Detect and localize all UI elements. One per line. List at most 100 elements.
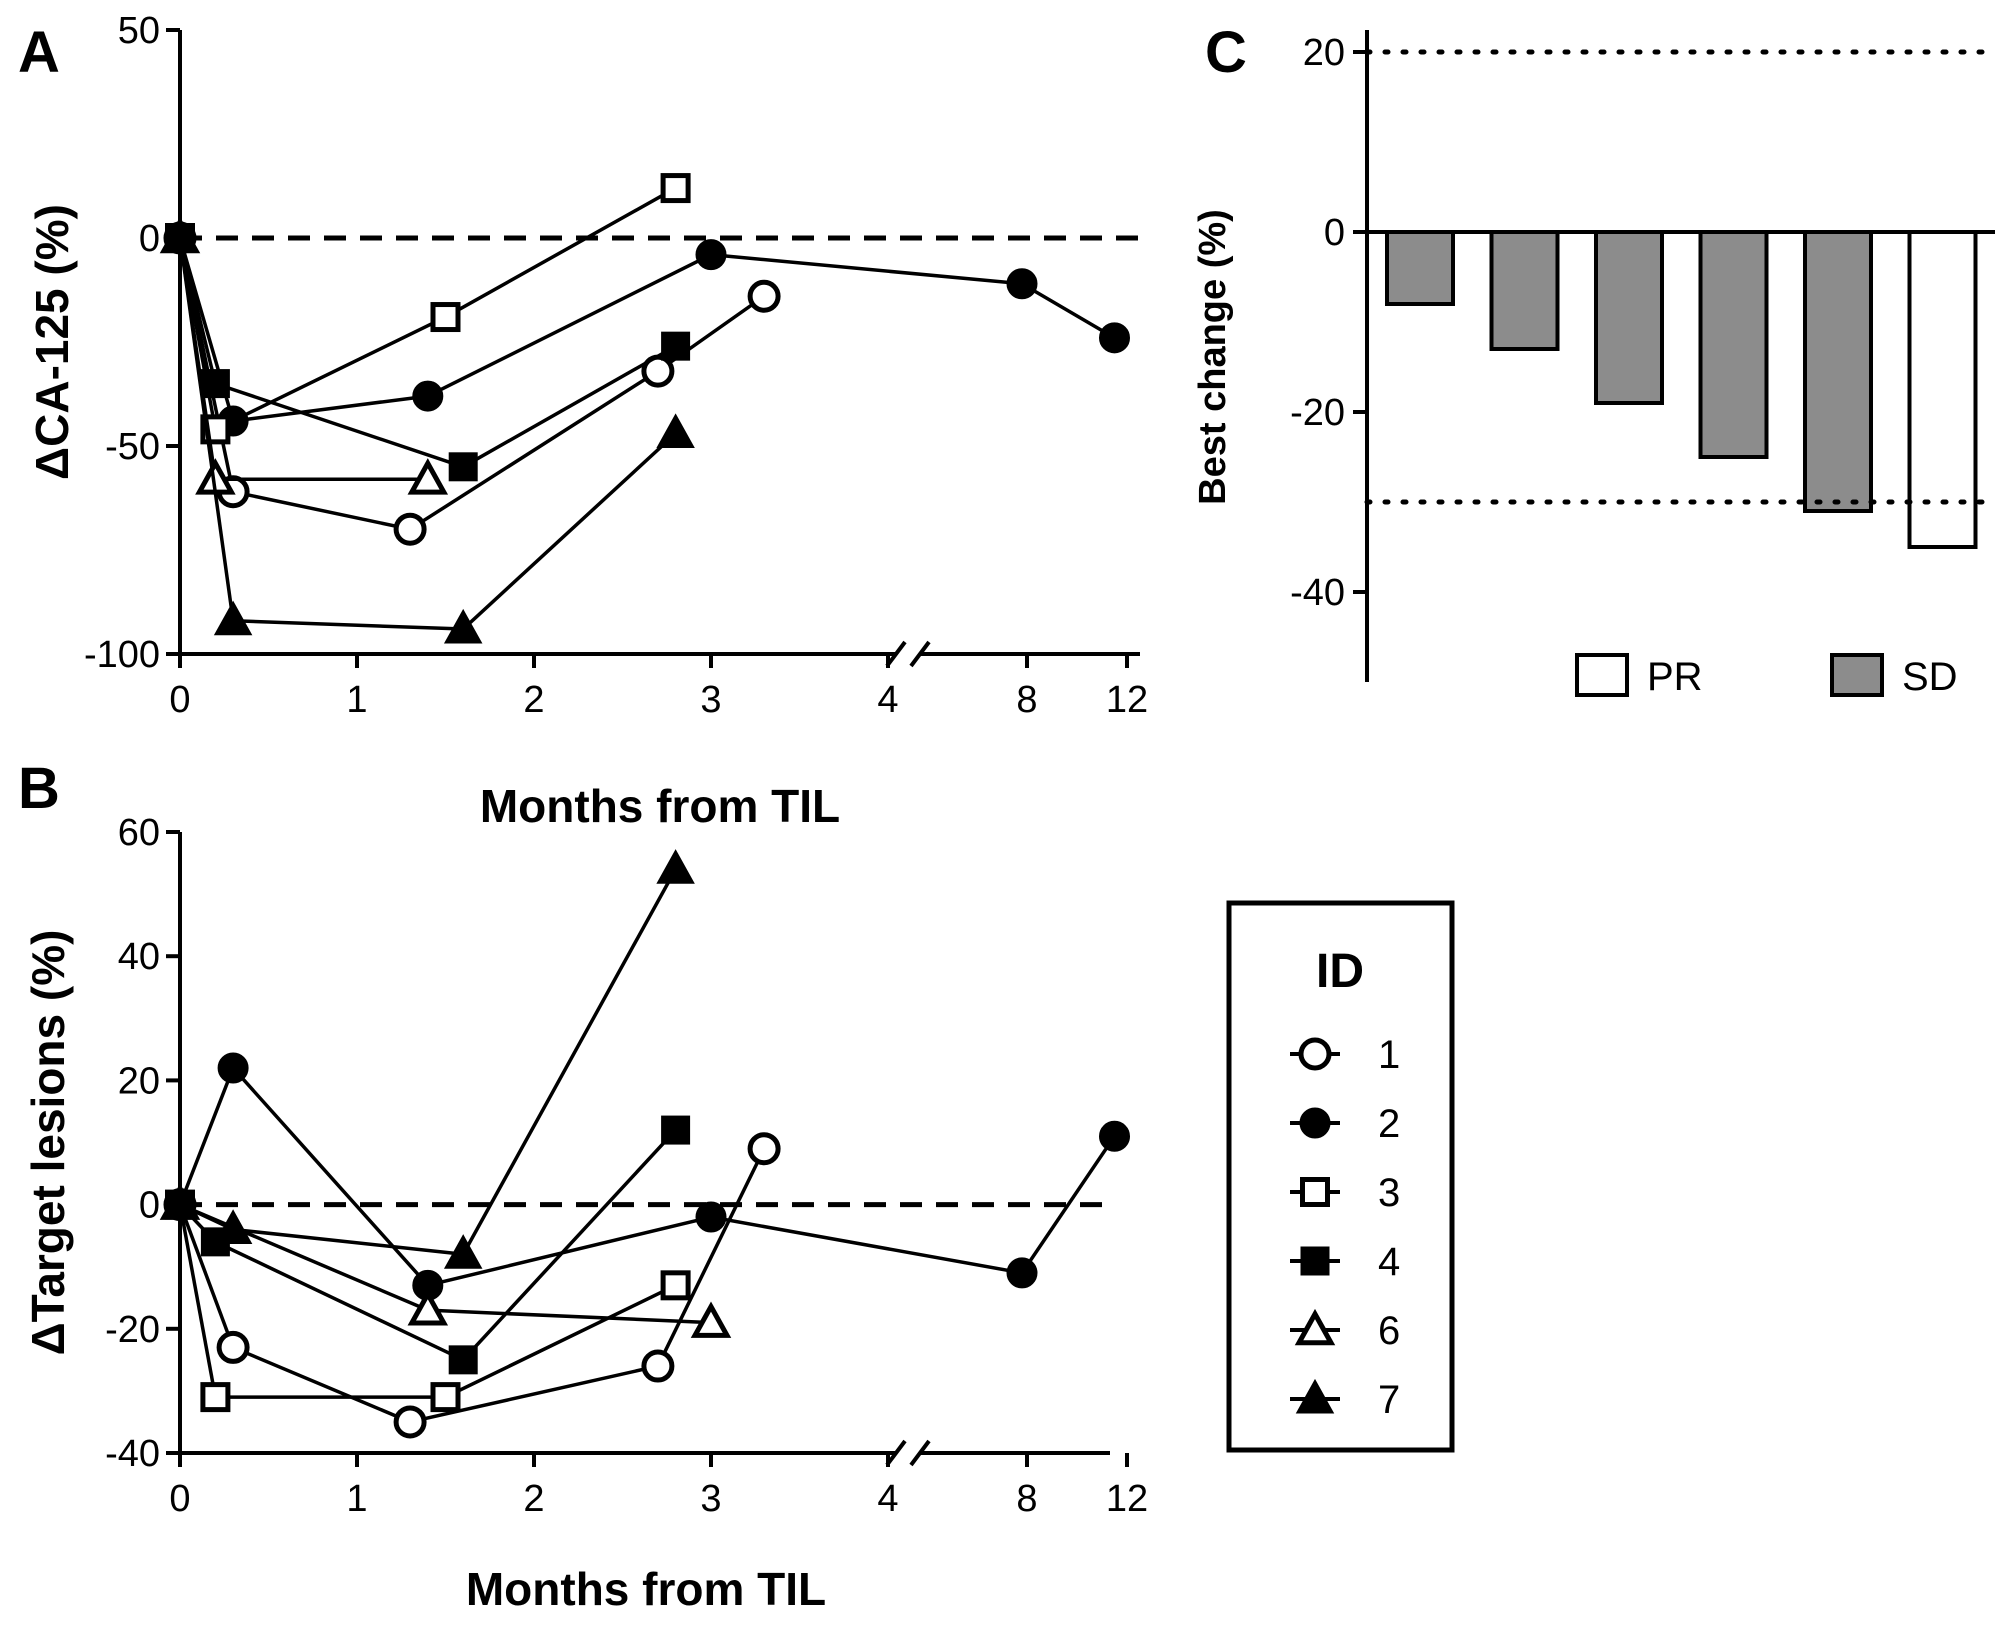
y-axis-title: Best change (%) (1192, 209, 1234, 505)
series-line-segment (462, 432, 677, 631)
data-point (641, 1349, 675, 1383)
series-line-segment (178, 1067, 235, 1206)
legend-entry-1: 1 (1290, 1033, 1400, 1077)
data-point (443, 608, 483, 644)
data-point (430, 1382, 461, 1413)
series-line-segment (178, 237, 218, 385)
series-line-segment (214, 1240, 464, 1362)
x-tick-label: 0 (169, 1478, 190, 1520)
data-point (448, 1345, 478, 1375)
legend-marker (1300, 1246, 1330, 1276)
series-line-segment (710, 1215, 1023, 1275)
data-point (747, 1132, 781, 1166)
data-point (393, 512, 427, 546)
bar-sd (1385, 230, 1455, 306)
data-point (200, 1382, 231, 1413)
series-line-segment (232, 1345, 411, 1424)
y-axis-title: ΔCA-125 (%) (26, 204, 78, 480)
legend-marker (1300, 1177, 1330, 1207)
legend-label: 1 (1378, 1033, 1400, 1077)
x-tick-label: 8 (1016, 679, 1037, 721)
data-point (656, 413, 695, 449)
series-line-segment (1020, 1135, 1116, 1274)
series-7 (160, 217, 695, 644)
legend-title: ID (1316, 945, 1364, 998)
axis-break-mark (909, 1439, 931, 1467)
legend-frame (1226, 900, 1455, 1453)
bar-sd (1803, 230, 1873, 513)
data-point (1099, 322, 1130, 354)
series-4 (165, 1115, 691, 1375)
x-tick-label: 12 (1106, 679, 1148, 721)
y-tick-label: -50 (105, 426, 160, 468)
x-tick-label: 3 (700, 1478, 721, 1520)
data-point (661, 331, 691, 361)
bar-pr (1907, 230, 1978, 549)
axis-break-mark (909, 640, 931, 668)
data-point (407, 458, 449, 495)
x-tick-label: 1 (346, 679, 367, 721)
legend-label: 3 (1378, 1171, 1400, 1215)
y-tick-label: -40 (1290, 572, 1345, 614)
series-line-segment (462, 344, 677, 469)
y-tick-label: -100 (84, 634, 160, 676)
legend-label: 6 (1378, 1309, 1400, 1353)
y-axis-title: ΔTarget lesions (%) (22, 930, 74, 1356)
data-point (216, 1330, 250, 1364)
panel-a-letter: A (18, 20, 60, 85)
legend-label: 4 (1378, 1240, 1400, 1284)
legend-marker (1295, 1378, 1335, 1414)
legend-entry-6: 6 (1290, 1308, 1400, 1353)
data-point (443, 1234, 483, 1269)
series-line-segment (1021, 282, 1116, 340)
x-tick-label: 4 (877, 679, 898, 721)
data-point (200, 369, 230, 399)
bar-sd (1698, 230, 1769, 459)
series-2 (164, 222, 1130, 437)
legend-entry-4: 4 (1290, 1240, 1400, 1284)
data-point (1006, 1257, 1038, 1289)
legend-label: 7 (1378, 1378, 1400, 1422)
x-axis-title: Months from TIL (480, 780, 840, 832)
series-line-segment (409, 1364, 659, 1424)
data-point (695, 1201, 727, 1233)
y-tick-label: -20 (105, 1309, 160, 1351)
legend-entry-3: 3 (1290, 1171, 1400, 1215)
bar-legend: PR SD (1575, 653, 1958, 699)
data-point (695, 239, 727, 271)
series-legend: ID 1 2 3 4 6 7 (1226, 900, 1455, 1453)
data-point (412, 380, 444, 412)
data-point (213, 600, 253, 636)
y-tick-label: -20 (1290, 392, 1345, 434)
x-tick-label: 12 (1106, 1478, 1148, 1520)
x-tick-label: 4 (877, 1478, 898, 1520)
legend-marker (1299, 1107, 1331, 1139)
panel-c-letter: C (1205, 20, 1247, 85)
x-tick-label: 2 (523, 679, 544, 721)
series-line-segment (656, 1147, 766, 1367)
y-tick-label: 40 (118, 936, 160, 978)
legend-label-sd: SD (1902, 655, 1958, 699)
series-line-segment (444, 1283, 677, 1399)
series-line-segment (427, 1308, 712, 1325)
series-line-segment (427, 1215, 712, 1288)
series-2 (164, 1052, 1130, 1301)
series-6 (159, 1183, 732, 1338)
x-axis-title: Months from TIL (466, 1563, 826, 1615)
series-line-segment (232, 1227, 464, 1257)
legend-marker (1294, 1308, 1336, 1346)
y-tick-label: 60 (118, 812, 160, 854)
data-point (1006, 268, 1038, 300)
data-point (430, 302, 461, 333)
data-point (747, 279, 781, 313)
x-tick-label: 0 (169, 679, 190, 721)
series-7 (160, 849, 695, 1269)
data-point (690, 1301, 732, 1338)
legend-label: 2 (1378, 1102, 1400, 1146)
x-tick-label: 2 (523, 1478, 544, 1520)
y-tick-label: -40 (105, 1433, 160, 1475)
y-tick-label: 20 (118, 1060, 160, 1102)
series-1 (163, 1132, 781, 1439)
